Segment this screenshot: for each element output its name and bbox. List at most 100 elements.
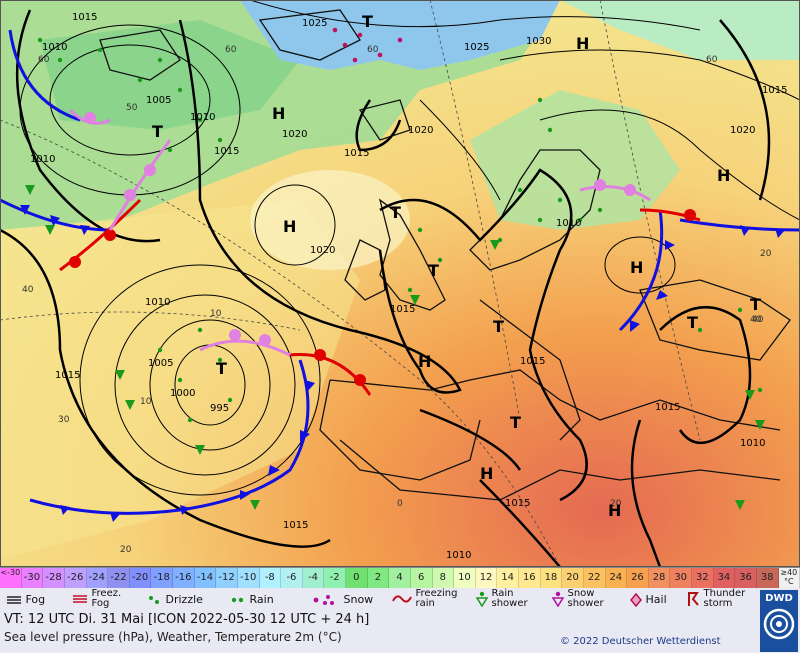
- occlusion-symbols: [84, 112, 636, 346]
- map-description: Sea level pressure (hPa), Weather, Tempe…: [4, 630, 342, 644]
- valid-time: VT: 12 UTC Di. 31 Mai [ICON 2022-05-30 1…: [4, 612, 370, 627]
- pressure-label: 1020: [282, 129, 307, 140]
- rain-shower-icon: [476, 591, 488, 607]
- pressure-label: 1005: [146, 95, 171, 106]
- scale-cell: -22: [108, 568, 130, 588]
- pressure-label: 1020: [310, 245, 335, 256]
- pressure-label: 1015: [55, 370, 80, 381]
- scale-cell: -8: [259, 568, 282, 588]
- isotherm-label: 20: [610, 499, 622, 509]
- pressure-label: 1015: [390, 304, 415, 315]
- scale-cell: -28: [43, 568, 65, 588]
- rain-icon: [231, 597, 244, 603]
- scale-cell: -6: [281, 568, 303, 588]
- fog-icon: [7, 596, 21, 604]
- legend-freezing-rain: Freezing rain: [392, 589, 462, 609]
- weather-map: 1015 1010 1025 1030 1025 1015 1005 1010 …: [0, 0, 800, 567]
- scale-cell: 10: [454, 568, 476, 588]
- legend-snow: Snow: [312, 594, 373, 606]
- high-center: H: [418, 352, 431, 371]
- isotherm-label: 20: [120, 545, 132, 555]
- legend-hail: Hail: [630, 593, 667, 607]
- isotherms: [0, 0, 701, 567]
- pressure-labels: 1015 1010 1025 1030 1025 1015 1005 1010 …: [30, 12, 787, 561]
- scale-cell: 16: [519, 568, 541, 588]
- high-center: H: [717, 166, 730, 185]
- warm-fronts: [59, 198, 701, 396]
- isotherm-label: 50: [126, 103, 138, 113]
- scale-cell: -30: [21, 568, 44, 588]
- isotherm-label: 60: [706, 55, 718, 65]
- legend-rain-label: Rain: [249, 593, 274, 606]
- pressure-label: 1015: [505, 498, 530, 509]
- high-center: H: [283, 217, 296, 236]
- pressure-label: 995: [210, 403, 229, 414]
- scale-cell: 30: [670, 568, 692, 588]
- scale-cell: -10: [237, 568, 260, 588]
- low-center: T: [362, 12, 373, 31]
- scale-cell: 36: [735, 568, 757, 588]
- pressure-label: 1020: [730, 125, 755, 136]
- low-center: T: [152, 122, 163, 141]
- isotherm-label: 0: [397, 499, 403, 509]
- scale-cell: -4: [302, 568, 325, 588]
- pressure-label: 1015: [762, 85, 787, 96]
- spiral-logo-icon: [763, 608, 795, 640]
- dwd-logo: DWD: [760, 590, 798, 652]
- pressure-label: 1000: [170, 388, 195, 399]
- scale-cell: 34: [713, 568, 736, 588]
- snow-shower-icon: [552, 591, 564, 607]
- scale-cell: -14: [194, 568, 217, 588]
- low-center: T: [493, 317, 504, 336]
- pressure-label: 1010: [42, 42, 67, 53]
- freezing-rain-icon: [392, 595, 412, 603]
- weather-legend: Fog Freez. Fog Drizzle Rain Snow Freezin…: [0, 589, 760, 611]
- legend-drizzle-label: Drizzle: [165, 593, 203, 606]
- scale-cell: 26: [627, 568, 649, 588]
- pressure-label: 1010: [145, 297, 170, 308]
- legend-rain-shower-label: Rain shower: [491, 588, 528, 609]
- scale-cell: -12: [216, 568, 238, 588]
- coastlines: [99, 9, 791, 501]
- scale-cell: 20: [562, 568, 584, 588]
- legend-snow-label: Snow: [343, 593, 374, 606]
- isotherm-label: 30: [58, 415, 70, 425]
- dwd-logo-text: DWD: [765, 593, 793, 604]
- scale-cell: -16: [173, 568, 195, 588]
- legend-fog-label: Fog: [25, 593, 46, 606]
- thunderstorm-icon: [688, 592, 699, 606]
- pressure-label: 1025: [302, 18, 327, 29]
- pressure-label: 1025: [464, 42, 489, 53]
- scale-cell: 14: [497, 568, 519, 588]
- scale-cell: -18: [151, 568, 173, 588]
- high-center: H: [630, 258, 643, 277]
- scale-cell: -20: [129, 568, 152, 588]
- low-center: T: [216, 359, 227, 378]
- scale-cell: -2: [324, 568, 346, 588]
- legend-snow-shower: Snow shower: [552, 589, 612, 609]
- isotherm-label: 40: [750, 315, 762, 325]
- low-center: T: [428, 261, 439, 280]
- snow-symbols: [332, 27, 403, 63]
- legend-panel: <-30 -30 -28 -26 -24 -22 -20 -18 -16 -14 -12 -10 -8-…: [0, 567, 800, 653]
- high-center: H: [608, 501, 621, 520]
- drizzle-icon: [149, 596, 159, 604]
- isotherm-label: 60: [38, 55, 50, 65]
- scale-cell: 22: [583, 568, 606, 588]
- scale-cell: 18: [540, 568, 563, 588]
- weather-symbols: [37, 37, 763, 423]
- pressure-label: 1010: [446, 550, 471, 561]
- high-center: H: [480, 464, 493, 483]
- low-center: T: [687, 313, 698, 332]
- warm-front-semicircles: [69, 209, 696, 386]
- pressure-centers: H H H H H H H H T T T T T T T T T: [152, 12, 761, 520]
- pressure-label: 1015: [655, 402, 680, 413]
- scale-cell: 4: [389, 568, 411, 588]
- high-center: H: [272, 104, 285, 123]
- scale-cell: 12: [475, 568, 498, 588]
- pressure-label: 1010: [556, 218, 581, 229]
- scale-cell: 6: [410, 568, 433, 588]
- snow-icon: [313, 595, 334, 605]
- scale-cell: 24: [605, 568, 628, 588]
